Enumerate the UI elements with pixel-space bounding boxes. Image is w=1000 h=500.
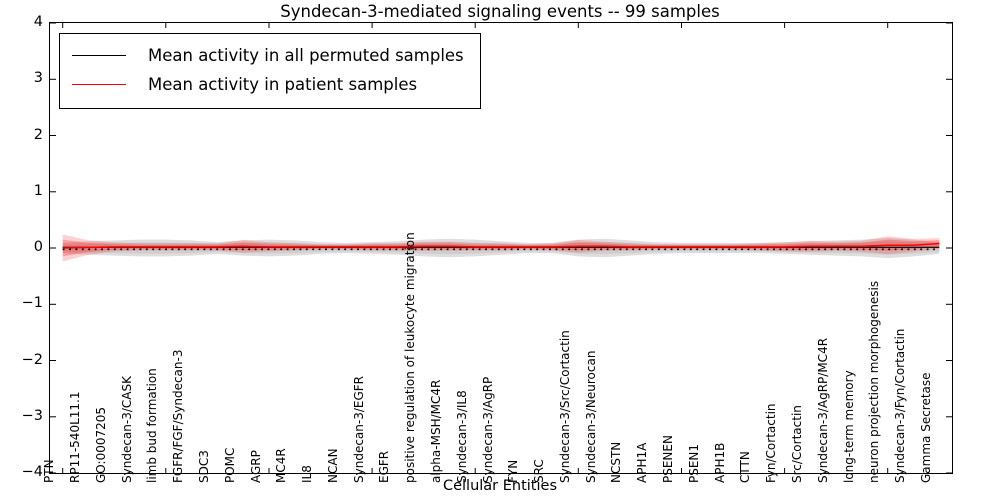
y-tick-label: 4	[33, 14, 43, 30]
x-category-label: POMC	[222, 447, 237, 483]
x-category-label: positive regulation of leukocyte migrati…	[403, 232, 418, 483]
x-category-label: AGRP	[248, 450, 263, 483]
x-category-label: PSEN1	[686, 443, 701, 483]
permuted-std-band-inner	[62, 241, 940, 255]
plot-canvas	[50, 23, 952, 473]
x-category-label: NCAN	[325, 448, 340, 483]
legend-line-sample-red	[72, 84, 126, 85]
x-category-label: limb bud formation	[145, 368, 160, 483]
x-category-label: Syndecan-3/AgRP/MC4R	[815, 337, 830, 483]
permuted-std-band-outer	[62, 237, 940, 259]
x-category-label: APH1A	[635, 442, 650, 483]
x-category-label: CTTN	[738, 451, 753, 483]
y-tick-label: −2	[21, 351, 43, 368]
x-category-label: NCSTN	[609, 441, 624, 483]
legend-box: Mean activity in all permuted samples Me…	[59, 33, 481, 109]
legend-line-sample-black	[72, 55, 126, 56]
legend-label-permuted: Mean activity in all permuted samples	[148, 46, 464, 65]
x-category-label: PSENEN	[661, 435, 675, 483]
x-category-label: IL8	[300, 465, 314, 483]
y-tick-label: 2	[33, 126, 43, 143]
x-category-label: GO:0007205	[93, 406, 108, 483]
x-category-label: long-term memory	[841, 370, 856, 483]
y-tick-label: 3	[33, 70, 43, 87]
x-category-label: APH1B	[712, 442, 727, 483]
x-category-label: neuron projection morphogenesis	[867, 280, 882, 483]
x-category-label: RP11-540L11.1	[68, 391, 82, 483]
x-category-label: FYN	[506, 459, 521, 483]
x-category-label: Fyn/Cortactin	[764, 403, 779, 483]
x-category-label: Syndecan-3/Src/Cortactin	[557, 330, 572, 483]
x-axis-label: Cellular Entities	[442, 478, 558, 494]
patient-std-band-outer	[62, 234, 940, 262]
x-category-label: FGFR/FGF/Syndecan-3	[171, 349, 186, 483]
y-tick-label: 1	[33, 182, 43, 199]
chart-title: Syndecan-3-mediated signaling events -- …	[280, 2, 720, 21]
x-category-label: SDC3	[196, 450, 211, 483]
x-category-label: Syndecan-3/Fyn/Cortactin	[893, 328, 907, 483]
x-category-label: Syndecan-3/Neurocan	[583, 350, 598, 483]
patient-mean-line	[62, 242, 940, 249]
x-category-label: Syndecan-3/IL8	[454, 390, 469, 483]
x-category-label: EGFR	[377, 450, 392, 483]
x-category-label: Src/Cortactin	[789, 405, 804, 483]
x-category-label: Syndecan-3/CASK	[119, 376, 134, 483]
y-tick-label: −4	[21, 464, 43, 480]
x-category-label: Syndecan-3/AgRP	[480, 376, 495, 483]
x-category-label: MC4R	[274, 448, 289, 483]
x-category-label: alpha-MSH/MC4R	[428, 379, 443, 483]
x-category-label: SRC	[532, 459, 547, 483]
y-tick-label: −3	[21, 407, 43, 424]
legend-label-patient: Mean activity in patient samples	[148, 75, 418, 94]
legend-row-patient: Mean activity in patient samples	[72, 70, 464, 99]
x-category-label: Syndecan-3/EGFR	[351, 375, 366, 483]
legend-row-permuted: Mean activity in all permuted samples	[72, 41, 464, 70]
y-tick-label: −1	[21, 295, 43, 312]
x-category-label: PTN	[42, 459, 57, 483]
y-tick-label: 0	[33, 239, 43, 255]
x-category-label: Gamma Secretase	[918, 372, 933, 483]
patient-std-band-inner	[62, 239, 940, 257]
